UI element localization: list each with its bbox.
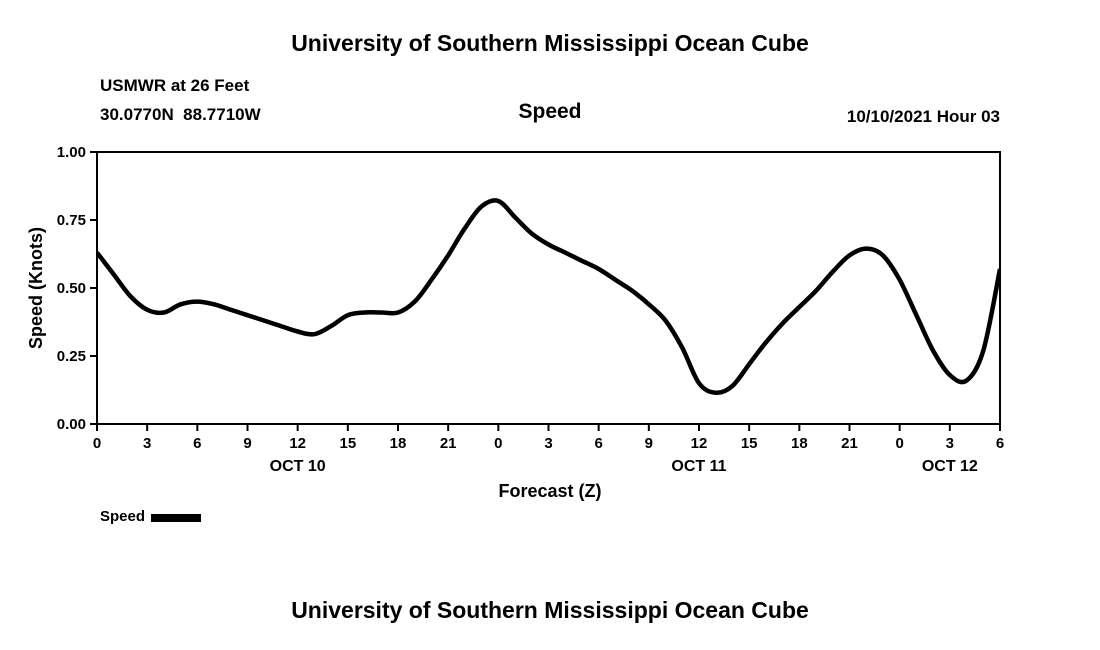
- svg-text:6: 6: [594, 435, 602, 452]
- legend: Speed: [100, 508, 202, 525]
- svg-text:OCT 11: OCT 11: [671, 458, 726, 475]
- svg-text:3: 3: [143, 435, 151, 452]
- x-axis-title: Forecast (Z): [498, 481, 602, 501]
- svg-text:9: 9: [243, 435, 251, 452]
- svg-text:OCT 12: OCT 12: [922, 458, 978, 475]
- svg-text:1.00: 1.00: [57, 144, 86, 161]
- svg-text:0.00: 0.00: [57, 416, 86, 433]
- svg-text:6: 6: [193, 435, 201, 452]
- station-coordinates: 30.0770N 88.7710W: [100, 105, 261, 124]
- page-title-bottom: University of Southern Mississippi Ocean…: [291, 597, 809, 623]
- svg-text:12: 12: [691, 435, 708, 452]
- page-title-top: University of Southern Mississippi Ocean…: [291, 30, 809, 56]
- svg-text:0.75: 0.75: [57, 212, 86, 229]
- svg-text:Speed (Knots): Speed (Knots): [26, 227, 46, 349]
- svg-text:6: 6: [996, 435, 1004, 452]
- svg-text:0: 0: [494, 435, 502, 452]
- svg-text:3: 3: [946, 435, 954, 452]
- svg-text:9: 9: [645, 435, 653, 452]
- station-label: USMWR at 26 Feet: [100, 76, 250, 95]
- svg-text:15: 15: [339, 435, 356, 452]
- legend-label: Speed: [100, 508, 146, 525]
- svg-text:3: 3: [544, 435, 552, 452]
- plot-title: Speed: [518, 100, 582, 123]
- svg-text:0: 0: [93, 435, 101, 452]
- svg-text:18: 18: [791, 435, 808, 452]
- svg-text:0.25: 0.25: [57, 348, 86, 365]
- svg-text:18: 18: [390, 435, 407, 452]
- forecast-datetime: 10/10/2021 Hour 03: [846, 107, 1000, 126]
- svg-text:12: 12: [289, 435, 306, 452]
- svg-text:0: 0: [895, 435, 903, 452]
- legend-line-swatch: [151, 513, 202, 522]
- svg-text:15: 15: [741, 435, 758, 452]
- svg-text:21: 21: [440, 435, 457, 452]
- svg-text:OCT 10: OCT 10: [270, 458, 326, 475]
- svg-text:21: 21: [841, 435, 858, 452]
- svg-text:0.50: 0.50: [57, 280, 86, 297]
